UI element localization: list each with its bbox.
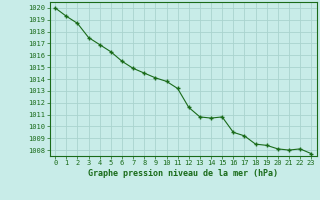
- X-axis label: Graphe pression niveau de la mer (hPa): Graphe pression niveau de la mer (hPa): [88, 169, 278, 178]
